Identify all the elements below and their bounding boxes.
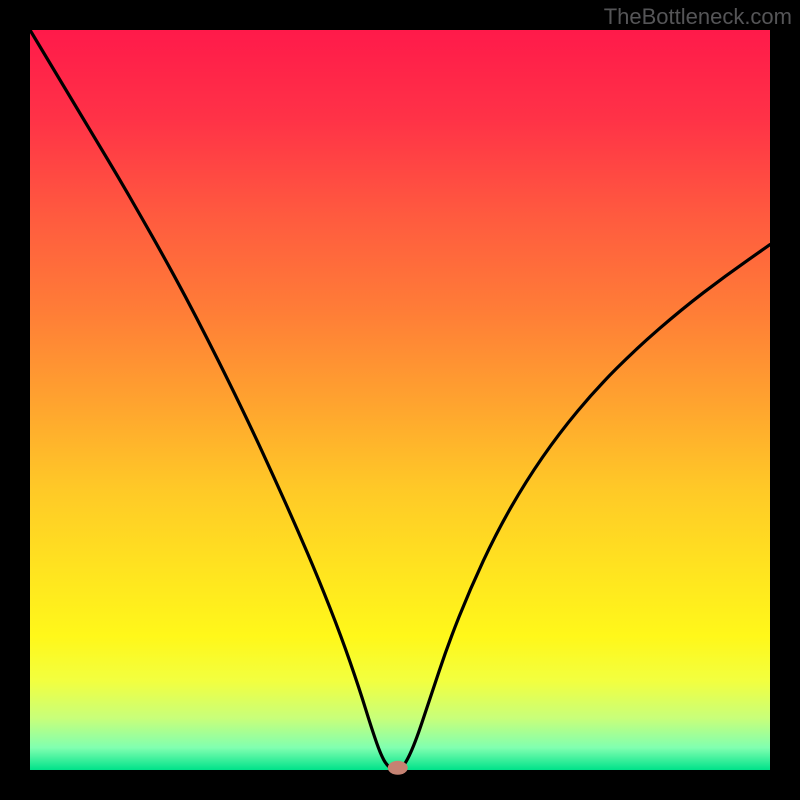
minimum-marker [388,761,408,775]
plot-background [30,30,770,770]
watermark-text: TheBottleneck.com [604,4,792,30]
chart-container: { "watermark": { "text": "TheBottleneck.… [0,0,800,800]
bottleneck-chart [0,0,800,800]
